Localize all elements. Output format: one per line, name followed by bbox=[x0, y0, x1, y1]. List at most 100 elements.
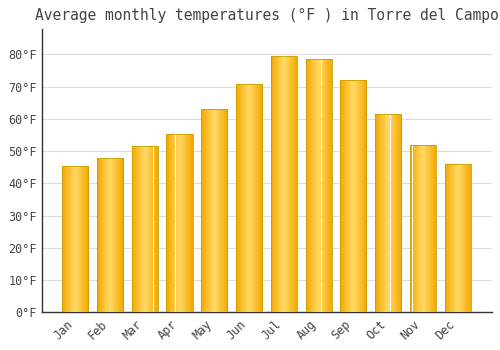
Bar bbox=[63, 166, 64, 313]
Bar bbox=[340, 80, 366, 313]
Bar bbox=[461, 164, 462, 313]
Bar bbox=[388, 114, 389, 313]
Bar bbox=[321, 59, 322, 313]
Bar bbox=[186, 133, 187, 313]
Bar bbox=[387, 114, 388, 313]
Bar bbox=[65, 166, 66, 313]
Bar bbox=[272, 56, 273, 313]
Bar bbox=[429, 145, 430, 313]
Bar bbox=[192, 133, 193, 313]
Bar bbox=[421, 145, 422, 313]
Bar bbox=[352, 80, 353, 313]
Bar bbox=[189, 133, 190, 313]
Bar bbox=[212, 108, 213, 313]
Bar bbox=[454, 164, 455, 313]
Bar bbox=[253, 84, 254, 313]
Bar bbox=[291, 56, 292, 313]
Bar bbox=[206, 108, 207, 313]
Bar bbox=[470, 164, 471, 313]
Bar bbox=[385, 114, 386, 313]
Bar bbox=[293, 56, 294, 313]
Bar bbox=[139, 146, 140, 313]
Bar bbox=[310, 59, 311, 313]
Bar bbox=[469, 164, 470, 313]
Bar bbox=[360, 80, 361, 313]
Bar bbox=[75, 166, 76, 313]
Bar bbox=[467, 164, 468, 313]
Bar bbox=[72, 166, 73, 313]
Bar bbox=[79, 166, 80, 313]
Bar bbox=[345, 80, 346, 313]
Bar bbox=[329, 59, 330, 313]
Bar bbox=[286, 56, 288, 313]
Bar bbox=[73, 166, 74, 313]
Bar bbox=[107, 158, 108, 313]
Bar bbox=[114, 158, 115, 313]
Bar bbox=[276, 56, 277, 313]
Bar bbox=[111, 158, 112, 313]
Bar bbox=[242, 84, 243, 313]
Bar bbox=[446, 164, 448, 313]
Bar bbox=[412, 145, 413, 313]
Bar bbox=[364, 80, 365, 313]
Bar bbox=[178, 133, 179, 313]
Bar bbox=[414, 145, 415, 313]
Bar bbox=[378, 114, 379, 313]
Bar bbox=[169, 133, 170, 313]
Bar bbox=[180, 133, 181, 313]
Bar bbox=[108, 158, 109, 313]
Bar bbox=[149, 146, 150, 313]
Bar bbox=[81, 166, 82, 313]
Bar bbox=[142, 146, 143, 313]
Bar bbox=[273, 56, 274, 313]
Bar bbox=[357, 80, 358, 313]
Bar bbox=[246, 84, 247, 313]
Bar bbox=[416, 145, 417, 313]
Bar bbox=[120, 158, 121, 313]
Bar bbox=[375, 114, 376, 313]
Bar bbox=[381, 114, 382, 313]
Bar bbox=[377, 114, 378, 313]
Bar bbox=[424, 145, 426, 313]
Bar bbox=[105, 158, 106, 313]
Bar bbox=[278, 56, 280, 313]
Bar bbox=[106, 158, 107, 313]
Bar bbox=[384, 114, 385, 313]
Bar bbox=[147, 146, 148, 313]
Bar bbox=[255, 84, 256, 313]
Bar bbox=[423, 145, 424, 313]
Bar bbox=[261, 84, 262, 313]
Bar bbox=[340, 80, 341, 313]
Bar bbox=[76, 166, 77, 313]
Bar bbox=[156, 146, 157, 313]
Bar bbox=[271, 56, 297, 313]
Bar bbox=[458, 164, 459, 313]
Bar bbox=[157, 146, 158, 313]
Bar bbox=[215, 108, 216, 313]
Bar bbox=[358, 80, 359, 313]
Bar bbox=[205, 108, 206, 313]
Bar bbox=[66, 166, 67, 313]
Bar bbox=[82, 166, 83, 313]
Bar bbox=[175, 133, 176, 313]
Bar bbox=[176, 133, 177, 313]
Bar bbox=[389, 114, 390, 313]
Bar bbox=[244, 84, 245, 313]
Bar bbox=[444, 164, 445, 313]
Bar bbox=[241, 84, 242, 313]
Bar bbox=[118, 158, 120, 313]
Bar bbox=[137, 146, 138, 313]
Bar bbox=[249, 84, 250, 313]
Bar bbox=[168, 133, 169, 313]
Bar bbox=[343, 80, 344, 313]
Bar bbox=[283, 56, 284, 313]
Bar bbox=[185, 133, 186, 313]
Bar bbox=[297, 56, 298, 313]
Bar bbox=[285, 56, 286, 313]
Bar bbox=[260, 84, 261, 313]
Bar bbox=[288, 56, 289, 313]
Bar bbox=[295, 56, 296, 313]
Bar bbox=[394, 114, 395, 313]
Bar bbox=[353, 80, 354, 313]
Bar bbox=[99, 158, 100, 313]
